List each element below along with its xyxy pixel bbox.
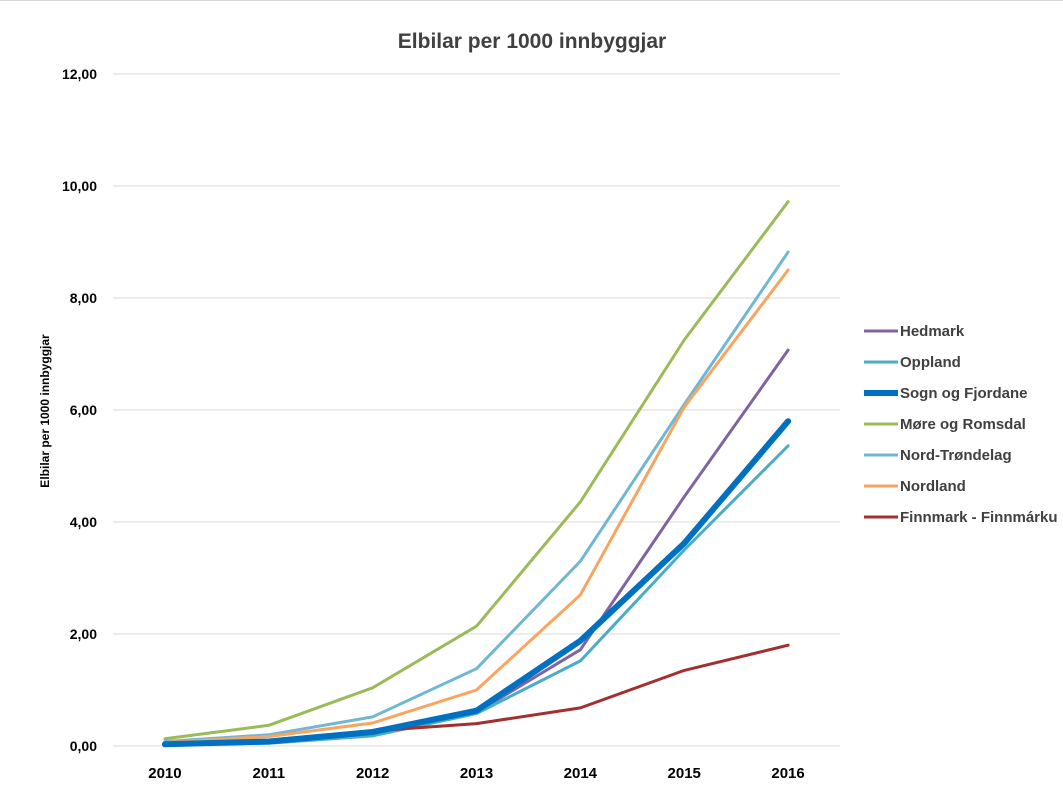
legend: Hedmark Oppland Sogn og Fjordane Møre og Ro…: [864, 323, 1058, 526]
y-tick-label: 12,00: [62, 66, 97, 82]
legend-label-hedmark: Hedmark: [900, 323, 965, 340]
y-tick-label: 10,00: [62, 178, 97, 194]
x-tick-label: 2016: [771, 765, 804, 782]
legend-label-nordland: Nordland: [900, 478, 966, 495]
y-axis-label: Elbilar per 1000 innbyggjar: [38, 334, 52, 488]
y-tick-labels: 0,00 2,00 4,00 6,00 8,00 10,00 12,00: [62, 66, 97, 754]
x-tick-label: 2010: [148, 765, 181, 782]
series-line-finnmark-finnm-rku: [163, 643, 790, 747]
gridlines: [113, 73, 840, 747]
series-lines: [161, 200, 792, 748]
legend-label-m-re-og-romsdal: Møre og Romsdal: [900, 416, 1026, 433]
series-line-nord-tr-ndelag: [163, 250, 790, 743]
legend-label-finnmark-finnm-rku: Finnmark - Finnmárku: [900, 509, 1058, 526]
x-tick-label: 2011: [253, 765, 286, 782]
x-tick-label: 2014: [564, 765, 598, 782]
series-line-oppland: [163, 444, 790, 747]
y-tick-label: 0,00: [70, 738, 97, 754]
series-line-sogn-og-fjordane: [161, 418, 792, 748]
x-tick-label: 2015: [668, 765, 701, 782]
y-tick-label: 4,00: [70, 514, 97, 530]
x-tick-label: 2012: [356, 765, 389, 782]
chart-title: Elbilar per 1000 innbyggjar: [398, 30, 666, 53]
series-line-m-re-og-romsdal: [163, 200, 790, 741]
y-tick-label: 2,00: [70, 626, 97, 642]
x-tick-labels: 2010 2011 2012 2013 2014 2015 2016: [148, 765, 805, 782]
series-line-hedmark: [163, 348, 790, 746]
legend-label-nord-tr-ndelag: Nord-Trøndelag: [900, 447, 1012, 464]
legend-label-oppland: Oppland: [900, 354, 961, 371]
y-tick-label: 8,00: [70, 290, 97, 306]
legend-label-sogn-og-fjordane: Sogn og Fjordane: [900, 385, 1028, 402]
y-tick-label: 6,00: [70, 402, 97, 418]
series-line-nordland: [163, 268, 790, 745]
x-tick-label: 2013: [460, 765, 493, 782]
